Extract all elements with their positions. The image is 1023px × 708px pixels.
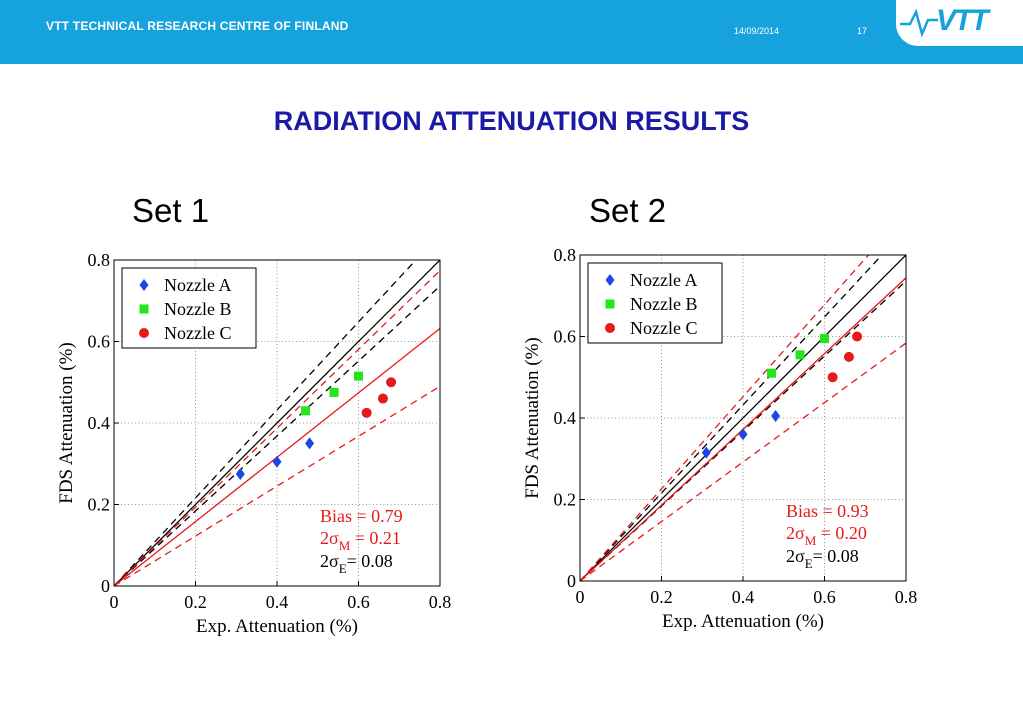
legend-label: Nozzle B bbox=[164, 299, 231, 319]
x-tick-label: 0.8 bbox=[429, 592, 452, 612]
legend-marker bbox=[139, 304, 149, 314]
data-point-nozzle-a bbox=[701, 446, 711, 459]
x-tick-label: 0 bbox=[110, 592, 119, 612]
data-point-nozzle-b bbox=[354, 371, 363, 381]
data-point-nozzle-a bbox=[305, 437, 315, 450]
data-point-nozzle-c bbox=[377, 393, 388, 404]
y-tick-label: 0.8 bbox=[554, 245, 577, 265]
data-point-nozzle-a bbox=[771, 409, 781, 422]
legend-marker bbox=[605, 323, 615, 333]
x-tick-label: 0 bbox=[576, 587, 585, 607]
x-tick-label: 0.4 bbox=[266, 592, 289, 612]
sigma-e-subscript: E bbox=[339, 561, 347, 576]
y-tick-label: 0.8 bbox=[88, 250, 111, 270]
legend-label: Nozzle C bbox=[164, 323, 231, 343]
legend-label: Nozzle B bbox=[630, 294, 697, 314]
y-tick-label: 0.4 bbox=[554, 408, 577, 428]
model-upper-bound bbox=[580, 255, 870, 581]
logo-wave-icon bbox=[900, 8, 938, 38]
sigma-m-subscript: M bbox=[805, 533, 817, 548]
sigma-e-symbol: 2σ bbox=[786, 546, 805, 566]
set1-label: Set 1 bbox=[132, 192, 210, 229]
bias-annotation: Bias = 0.79 bbox=[320, 506, 403, 526]
set2-chart: 0 0.2 0.4 0.6 0.8 0 0.2 0.4 0.6 0.8 Nozzle A Nozzle… bbox=[522, 245, 918, 632]
x-axis-label: Exp. Attenuation (%) bbox=[662, 611, 824, 632]
legend-marker bbox=[605, 299, 615, 309]
model-lower-bound bbox=[580, 342, 906, 581]
data-point-nozzle-b bbox=[820, 334, 829, 344]
legend-label: Nozzle A bbox=[164, 275, 231, 295]
slide-date: 14/09/2014 bbox=[734, 26, 780, 36]
bias-annotation: Bias = 0.93 bbox=[786, 501, 869, 521]
sigma-e-value: = 0.08 bbox=[347, 551, 393, 571]
y-tick-label: 0.2 bbox=[554, 490, 577, 510]
data-point-nozzle-a bbox=[738, 428, 748, 441]
data-point-nozzle-c bbox=[386, 377, 397, 388]
y-tick-label: 0 bbox=[567, 571, 576, 591]
x-tick-label: 0.6 bbox=[813, 587, 836, 607]
sigma-m-value: = 0.21 bbox=[350, 528, 401, 548]
sigma-e-annotation: 2σE= 0.08 bbox=[786, 546, 859, 571]
y-tick-label: 0.4 bbox=[88, 413, 111, 433]
vtt-logo: VTT bbox=[896, 0, 1023, 46]
sigma-e-annotation: 2σE= 0.08 bbox=[320, 551, 393, 576]
x-tick-label: 0.2 bbox=[650, 587, 673, 607]
data-point-nozzle-b bbox=[795, 350, 805, 360]
experiment-lower-bound bbox=[114, 285, 440, 586]
data-point-nozzle-c bbox=[852, 331, 863, 342]
x-axis-label: Exp. Attenuation (%) bbox=[196, 616, 358, 637]
legend-label: Nozzle A bbox=[630, 270, 697, 290]
data-point-nozzle-c bbox=[827, 372, 838, 383]
legend-marker bbox=[605, 274, 615, 286]
logo-text: VTT bbox=[936, 4, 989, 37]
sigma-m-value: = 0.20 bbox=[816, 523, 867, 543]
slide-title: RADIATION ATTENUATION RESULTS bbox=[273, 106, 750, 136]
data-point-nozzle-a bbox=[235, 467, 245, 480]
organization-name: VTT TECHNICAL RESEARCH CENTRE OF FINLAND bbox=[46, 19, 349, 33]
data-point-nozzle-c bbox=[361, 407, 372, 418]
sigma-m-subscript: M bbox=[339, 538, 351, 553]
data-point-nozzle-b bbox=[301, 406, 311, 416]
sigma-m-annotation: 2σM = 0.20 bbox=[786, 523, 867, 548]
data-point-nozzle-b bbox=[329, 387, 339, 397]
y-tick-label: 0.6 bbox=[88, 332, 111, 352]
y-axis-label: FDS Attenuation (%) bbox=[522, 337, 543, 499]
model-bias-line bbox=[580, 276, 906, 581]
sigma-e-symbol: 2σ bbox=[320, 551, 339, 571]
y-tick-label: 0.6 bbox=[554, 327, 577, 347]
legend-marker bbox=[139, 279, 149, 291]
x-tick-label: 0.8 bbox=[895, 587, 918, 607]
reference-lines bbox=[114, 260, 440, 586]
sigma-e-value: = 0.08 bbox=[813, 546, 859, 566]
y-tick-label: 0 bbox=[101, 576, 110, 596]
axes-frame bbox=[579, 254, 907, 582]
header-bar: VTT TECHNICAL RESEARCH CENTRE OF FINLAND… bbox=[0, 0, 1023, 64]
legend-label: Nozzle C bbox=[630, 318, 697, 338]
sigma-m-symbol: 2σ bbox=[786, 523, 805, 543]
set2-label: Set 2 bbox=[589, 192, 667, 229]
set1-chart: 0 0.2 0.4 0.6 0.8 0 0.2 0.4 0.6 0.8 Nozzle A Nozzle… bbox=[56, 250, 452, 637]
x-tick-label: 0.2 bbox=[184, 592, 207, 612]
slide-number: 17 bbox=[857, 26, 868, 36]
sigma-e-subscript: E bbox=[805, 556, 813, 571]
x-tick-label: 0.6 bbox=[347, 592, 370, 612]
y-tick-label: 0.2 bbox=[88, 495, 111, 515]
sigma-m-annotation: 2σM = 0.21 bbox=[320, 528, 401, 553]
model-upper-bound bbox=[114, 269, 440, 586]
y-axis-label: FDS Attenuation (%) bbox=[56, 342, 77, 504]
identity-line bbox=[114, 260, 440, 586]
data-point-nozzle-b bbox=[767, 368, 777, 378]
sigma-m-symbol: 2σ bbox=[320, 528, 339, 548]
axes-frame bbox=[113, 259, 441, 587]
data-point-nozzle-a bbox=[272, 455, 282, 468]
model-bias-line bbox=[114, 327, 440, 586]
data-point-nozzle-c bbox=[843, 351, 854, 362]
x-tick-label: 0.4 bbox=[732, 587, 755, 607]
legend-marker bbox=[139, 328, 149, 338]
